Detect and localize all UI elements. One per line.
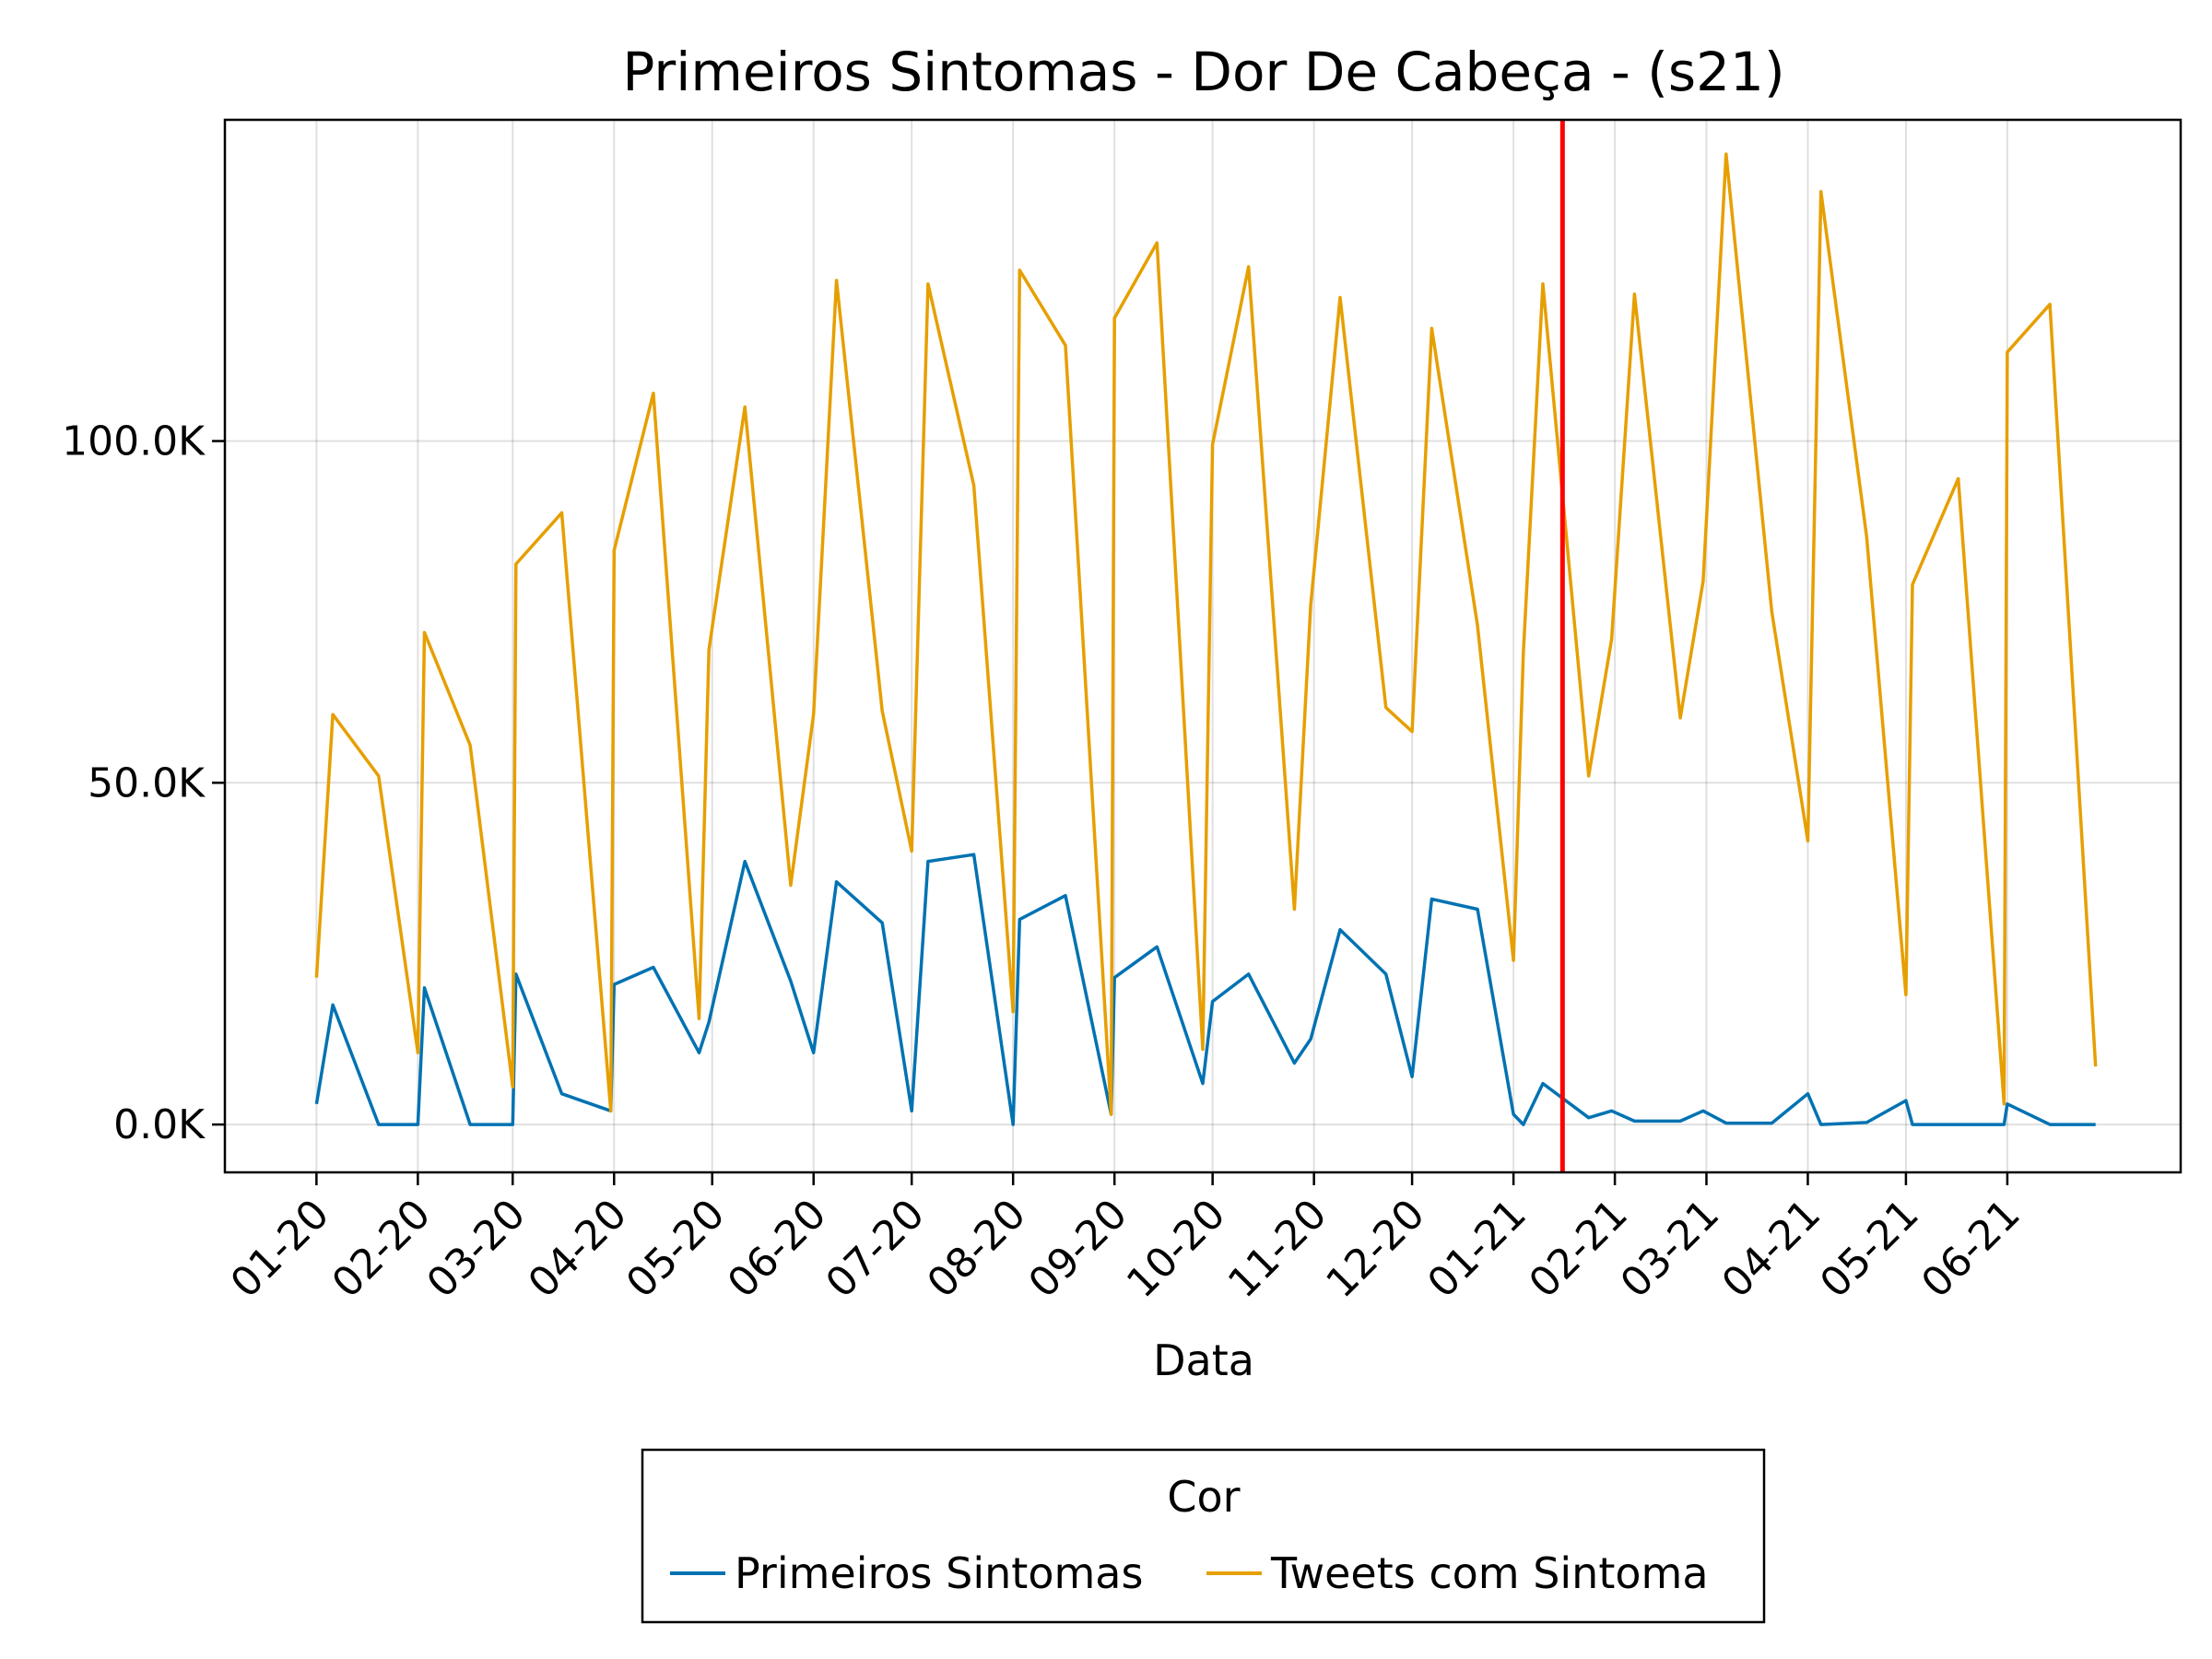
legend-box	[641, 1448, 1766, 1624]
series-line-tweets-com-sintoma	[314, 152, 2098, 1116]
plot-frame	[223, 118, 2183, 1174]
x-axis-title: Data	[1153, 1335, 1254, 1385]
legend: Cor Primeiros Sintomas Tweets com Sintom…	[641, 1448, 1766, 1624]
y-tick-label: 50.0K	[88, 759, 206, 806]
y-tick-label: 0.0K	[113, 1101, 206, 1148]
chart-title: Primeiros Sintomas - Dor De Cabeça - (s2…	[622, 41, 1784, 103]
legend-label-tweets-com-sintoma: Tweets com Sintoma	[1270, 1548, 1709, 1598]
y-tick-label: 100.0K	[62, 418, 206, 465]
legend-label-primeiros-sintomas: Primeiros Sintomas	[735, 1548, 1143, 1598]
legend-title: Cor	[1167, 1472, 1240, 1522]
plot-series	[314, 152, 2098, 1126]
